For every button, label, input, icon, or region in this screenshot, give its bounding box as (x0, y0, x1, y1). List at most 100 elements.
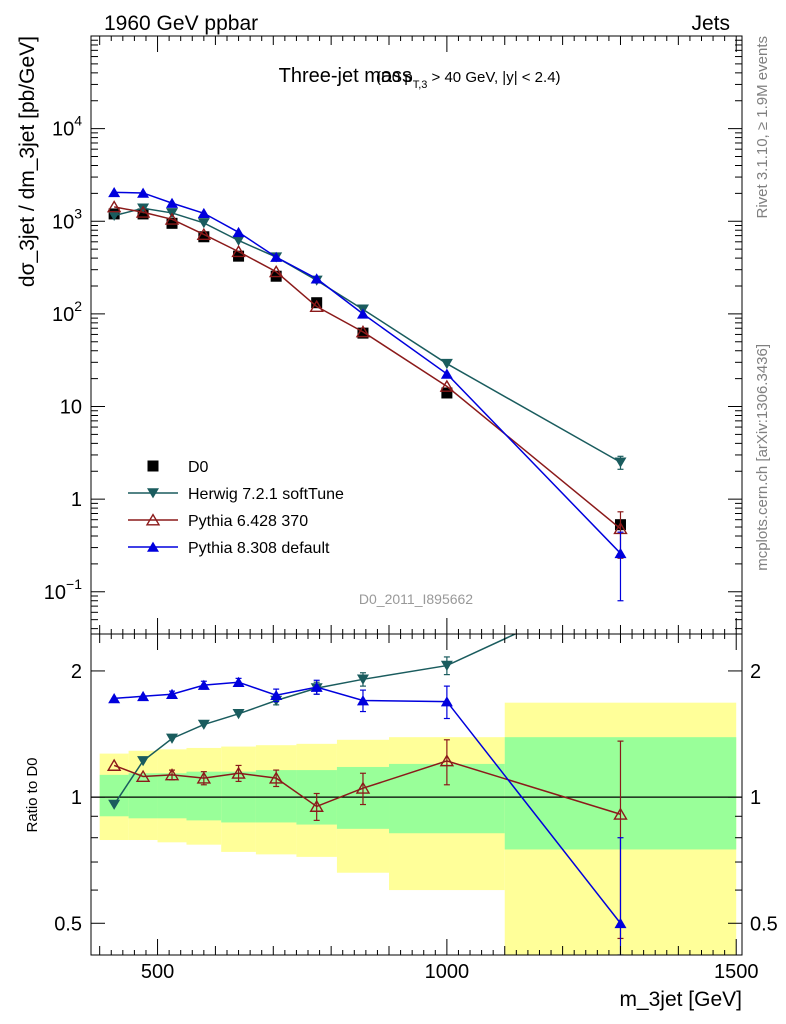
ratio-point-pythia8 (232, 676, 245, 688)
ratio-point-pythia6 (164, 768, 180, 781)
subtitle-text: (D0 pT,3 > 40 GeV, |y| < 2.4) (376, 69, 561, 91)
legend-label-d0: D0 (188, 459, 209, 476)
data-point-pythia6 (355, 325, 371, 338)
data-point-herwig (137, 203, 150, 214)
ratio-point-pythia8 (270, 689, 283, 701)
y-tick-label: 103 (52, 205, 82, 233)
ratio-point-herwig (440, 660, 453, 671)
analysis-label: D0_2011_I895662 (359, 591, 473, 607)
main-plot-area (106, 186, 628, 602)
data-point-d0 (311, 297, 323, 309)
header-left: 1960 GeV ppbar (104, 12, 258, 35)
ratio-series-group (91, 634, 742, 955)
legend: D0 Herwig 7.2.1 softTune Pythia 6.428 370 P… (128, 459, 344, 557)
data-point-pythia8 (137, 187, 150, 198)
legend-label-pythia8: Pythia 8.308 default (188, 540, 330, 557)
data-point-herwig (232, 235, 245, 246)
ratio-point-pythia8 (440, 696, 453, 707)
ratio-point-pythia6 (196, 771, 212, 784)
ratio-point-pythia8 (197, 679, 210, 690)
ratio-point-herwig (197, 719, 210, 730)
header-right: Jets (691, 12, 730, 35)
data-point-d0 (166, 217, 178, 229)
data-point-herwig (614, 457, 627, 468)
ratio-y-tick-label: 0.5 (54, 913, 82, 935)
ratio-frame (90, 633, 743, 956)
ratio-y-axis-label: Ratio to D0 (24, 757, 41, 832)
series-line-herwig (113, 207, 621, 463)
ratio-point-pythia8 (356, 695, 369, 706)
legend-marker-pythia6 (145, 513, 161, 526)
ratio-point-pythia8 (166, 688, 179, 700)
title-text: Three-jet mass (279, 65, 412, 87)
ratio-y-tick-label: 1 (71, 787, 82, 809)
band-green (99, 774, 129, 817)
legend-marker-d0 (147, 460, 159, 472)
ratio-point-pythia8 (614, 917, 627, 929)
data-point-herwig (440, 358, 453, 370)
data-point-d0 (357, 327, 369, 339)
data-point-d0 (441, 387, 453, 399)
legend-marker-herwig (147, 488, 159, 499)
data-point-pythia8 (356, 308, 369, 319)
ratio-point-herwig (108, 799, 121, 810)
band-green (128, 773, 158, 819)
ratio-panel: 0.5 0.5 1 1 2 2 500 1000 1500 Ratio to D0 (24, 633, 778, 983)
main-axis-ticks: 10−1 1 10 102 103 104 (44, 35, 742, 634)
data-point-pythia8 (197, 207, 210, 219)
ratio-point-pythia8 (137, 690, 150, 702)
ratio-point-pythia8 (108, 692, 121, 704)
legend-label-herwig: Herwig 7.2.1 softTune (188, 486, 344, 503)
ratio-point-pythia6 (231, 766, 246, 779)
x-tick-label: 500 (141, 961, 174, 983)
ratio-y-tick-label-right: 2 (750, 661, 761, 683)
data-point-herwig (108, 210, 121, 222)
legend-label-pythia6: Pythia 6.428 370 (188, 513, 308, 530)
data-point-pythia8 (108, 186, 121, 198)
ratio-point-pythia6 (439, 754, 455, 767)
ratio-point-pythia8 (310, 681, 323, 692)
ratio-line-pythia8 (114, 681, 622, 924)
x-axis-label: m_3jet [GeV] (619, 988, 742, 1011)
ratio-line-pythia6 (113, 760, 621, 815)
x-tick-label: 1500 (714, 961, 759, 983)
ratio-point-herwig (232, 709, 245, 720)
data-point-pythia8 (232, 226, 245, 238)
data-point-pythia6 (309, 299, 324, 313)
data-point-pythia6 (231, 244, 246, 258)
subtitle-subscript: T,3 (413, 79, 428, 91)
ratio-point-pythia6 (355, 781, 371, 794)
ratio-y-tick-label: 2 (71, 661, 82, 683)
data-point-d0 (198, 231, 210, 243)
y-tick-label: 104 (52, 113, 82, 141)
y-tick-label: 10−1 (44, 576, 82, 604)
ratio-axis-ticks: 0.5 0.5 1 1 2 2 500 1000 1500 (54, 634, 778, 983)
data-point-pythia8 (166, 197, 179, 208)
y-tick-label: 1 (71, 489, 82, 511)
data-point-pythia6 (196, 227, 212, 240)
ratio-point-pythia6 (309, 799, 324, 812)
main-series-group (106, 186, 628, 602)
data-point-pythia6 (135, 205, 151, 218)
series-line-pythia6 (114, 206, 621, 530)
y-tick-label: 10 (60, 397, 82, 419)
chart-title: Three-jet mass (D0 pT,3 > 40 GeV, |y| < … (279, 65, 561, 91)
band-green (157, 773, 187, 819)
x-tick-label: 1000 (425, 961, 470, 983)
ratio-point-herwig (137, 756, 150, 767)
data-point-pythia6 (164, 212, 180, 225)
ratio-y-tick-label-right: 1 (750, 787, 761, 809)
ratio-point-herwig (356, 674, 369, 685)
side-label-rivet: Rivet 3.1.10, ≥ 1.9M events (754, 36, 771, 219)
y-axis-label: dσ_3jet / dm_3jet [pb/GeV] (16, 36, 39, 287)
subtitle-part-2: > 40 GeV, |y| < 2.4) (427, 69, 560, 86)
data-point-herwig (197, 218, 210, 229)
data-point-pythia8 (270, 251, 283, 262)
series-line-pythia8 (114, 191, 622, 554)
subtitle-part-1: (D0 p (376, 69, 413, 86)
ratio-point-pythia6 (106, 758, 122, 771)
data-point-d0 (137, 208, 149, 220)
data-point-pythia8 (310, 273, 323, 284)
data-point-pythia6 (439, 379, 455, 392)
ratio-y-tick-label-right: 0.5 (750, 913, 778, 935)
